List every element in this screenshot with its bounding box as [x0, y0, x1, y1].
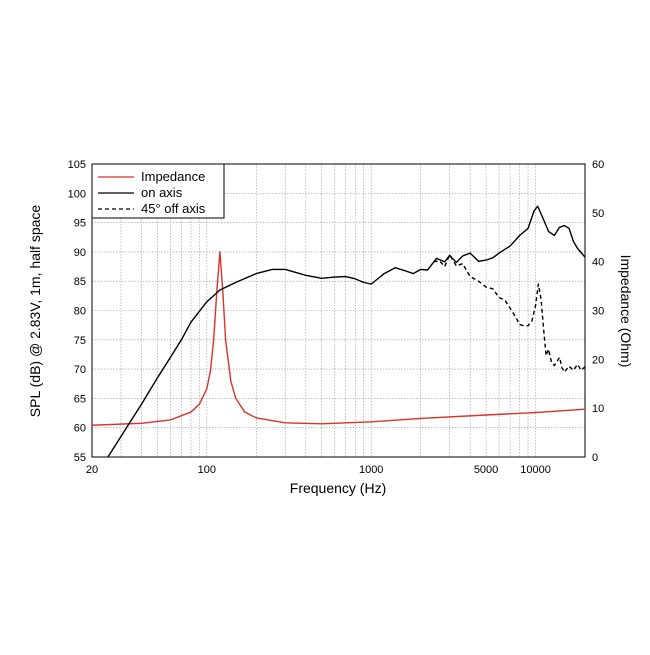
series-line-impedance	[92, 251, 585, 426]
y-left-tick-label: 90	[74, 247, 86, 259]
y-right-tick-label: 50	[592, 208, 604, 220]
series-layer	[92, 205, 585, 457]
y-left-tick-label: 65	[74, 393, 86, 405]
x-tick-label: 5000	[474, 464, 498, 476]
legend-label-on-axis: on axis	[141, 185, 183, 200]
y-right-tick-label: 20	[592, 354, 604, 366]
plot-frame	[91, 163, 586, 458]
y-left-tick-label: 55	[74, 452, 86, 464]
x-tick-label: 1000	[359, 464, 383, 476]
y-left-tick-label: 105	[68, 159, 86, 171]
y-left-tick-label: 60	[74, 423, 86, 435]
legend-label-off-axis: 45° off axis	[141, 201, 206, 216]
y-left-tick-label: 75	[74, 335, 86, 347]
y-right-tick-label: 30	[592, 306, 604, 318]
y-left-tick-label: 100	[68, 188, 86, 200]
y-left-tick-label: 70	[74, 364, 86, 376]
series-line-on-axis	[107, 205, 585, 457]
ticks-layer: 55 60 65 70 75 80 85 90 95 100 105 0 10 20 30 40 50 60 20 1…	[68, 159, 605, 476]
x-tick-label: 100	[198, 464, 216, 476]
series-line-off-axis	[433, 254, 585, 373]
y-axis-title-left: SPL (dB) @ 2.83V, 1m, half space	[27, 205, 43, 418]
y-left-tick-label: 85	[74, 276, 86, 288]
y-right-tick-label: 10	[592, 403, 604, 415]
y-axis-title-right: Impedance (Ohm)	[618, 255, 634, 368]
y-right-tick-label: 0	[592, 452, 598, 464]
y-right-tick-label: 60	[592, 159, 604, 171]
legend-label-impedance: Impedance	[141, 169, 205, 184]
y-left-tick-label: 95	[74, 218, 86, 230]
x-tick-label: 10000	[520, 464, 551, 476]
x-tick-label: 20	[86, 464, 98, 476]
legend: Impedance on axis 45° off axis	[91, 163, 225, 219]
x-axis-title: Frequency (Hz)	[290, 480, 386, 496]
y-right-tick-label: 40	[592, 257, 604, 269]
y-left-tick-label: 80	[74, 306, 86, 318]
